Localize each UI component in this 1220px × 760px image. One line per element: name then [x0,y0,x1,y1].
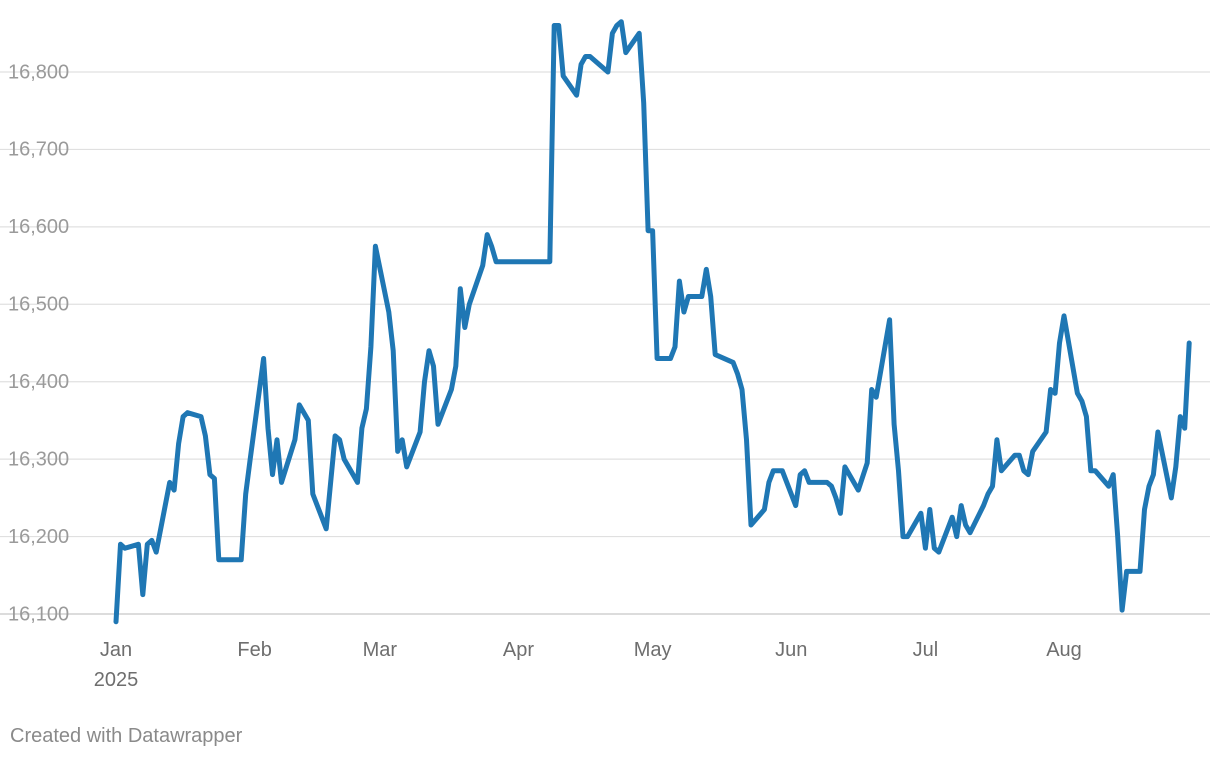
x-tick-label: Jun [775,639,807,661]
y-tick-label: 16,200 [8,526,69,548]
x-tick-sublabel: 2025 [94,669,139,691]
y-tick-label: 16,800 [8,61,69,83]
x-tick-label: May [634,639,672,661]
y-tick-label: 16,300 [8,448,69,470]
y-tick-label: 16,600 [8,216,69,238]
y-tick-label: 16,400 [8,371,69,393]
x-axis: Jan 2025 Feb Mar Apr May Jun Jul Aug [94,639,1082,691]
x-tick-label: Aug [1046,639,1082,661]
y-axis: 16,100 16,200 16,300 16,400 16,500 16,600 16,7… [8,61,69,625]
x-tick-label: Mar [363,639,398,661]
series-line [113,19,1192,625]
x-tick-label: Feb [237,639,271,661]
y-tick-label: 16,100 [8,603,69,625]
y-tick-label: 16,700 [8,139,69,161]
series-layer [113,19,1192,625]
x-tick-label: Jul [913,639,939,661]
chart-credit: Created with Datawrapper [10,725,243,747]
x-tick-label: Jan [100,639,132,661]
gridlines [0,71,1210,615]
y-tick-label: 16,500 [8,294,69,316]
x-tick-label: Apr [503,639,534,661]
